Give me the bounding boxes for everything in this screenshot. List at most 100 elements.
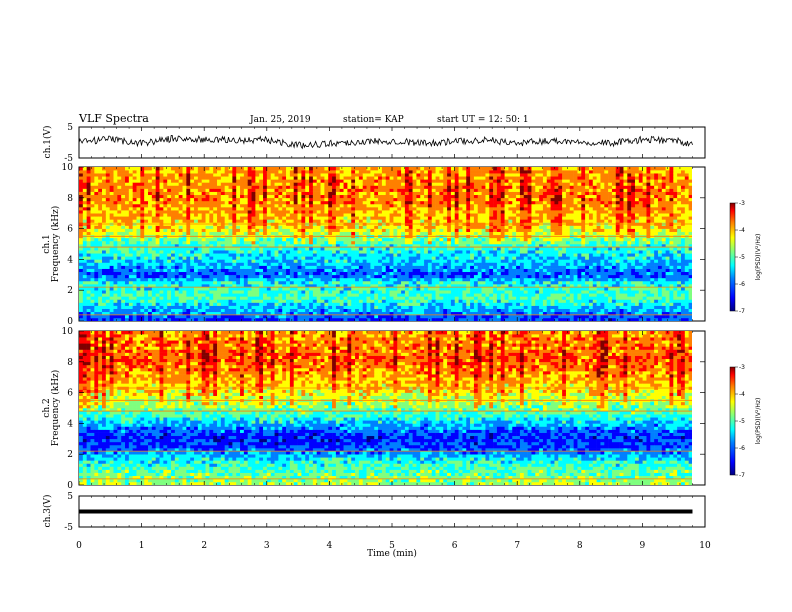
spectrogram-cell [381,265,387,269]
spectrogram-cell [420,182,425,186]
spectrogram-cell [454,197,459,202]
spectrogram-cell [270,268,275,273]
spectrogram-cell [251,225,256,229]
spectrogram-cell [424,284,429,288]
spectrogram-cell [282,302,287,306]
spectrogram-cell [79,247,84,251]
spectrogram-cell [190,314,195,319]
spectrogram-cell [347,256,352,260]
spectrogram-cell [393,185,398,189]
spectrogram-cell [385,182,390,186]
spectrogram-cell [389,191,394,196]
spectrogram-cell [389,225,394,229]
spectrogram-cell [301,228,306,232]
spectrogram-cell [286,305,291,309]
spectrogram-cell [297,197,302,202]
spectrogram-cell [228,173,233,177]
spectrogram-cell [197,176,202,180]
spectrogram-cell [194,293,199,297]
spectrogram-cell [128,256,133,260]
spectrogram-cell [163,287,168,291]
spectrogram-cell [243,216,248,220]
spectrogram-cell [397,253,402,257]
spectrogram-cell [397,311,402,316]
spectrogram-cell [98,191,103,196]
spectrogram-cell [259,262,264,266]
spectrogram-cell [362,188,367,192]
spectrogram-cell [178,305,183,309]
spectrogram-cell [90,228,95,232]
spectrogram-cell [450,311,456,316]
spectrogram-cell [132,216,137,220]
spectrogram-cell [393,293,398,297]
spectrogram-cell [435,314,440,319]
spectrogram-cell [144,314,149,319]
spectrogram-cell [454,176,459,180]
spectrogram-cell [90,200,95,205]
spectrogram-cell [79,244,84,248]
spectrogram-cell [282,296,287,300]
spectrogram-cell [186,231,191,236]
spectrogram-cell [408,225,413,229]
spectrogram-cell [343,259,348,263]
spectrogram-cell [94,250,99,254]
spectrogram-cell [82,191,87,196]
spectrogram-cell [389,259,394,263]
spectrogram-cell [220,250,225,254]
spectrogram-cell [328,296,333,300]
spectrogram-cell [94,213,99,217]
spectrogram-cell [190,182,195,186]
spectrogram-cell [332,317,337,321]
spectrogram-cell [335,268,341,273]
spectrogram-cell [167,284,172,288]
spectrogram-cell [355,179,360,183]
spectrogram-cell [90,231,95,236]
spectrogram-cell [420,259,425,263]
spectrogram-cell [220,188,225,192]
spectrogram-cell [427,213,433,217]
spectrogram-cell [255,262,260,266]
spectrogram-cell [171,170,176,174]
spectrogram-cell [435,231,440,236]
spectrogram-cell [378,167,383,171]
spectrogram-cell [454,271,459,276]
spectrogram-cell [351,277,356,282]
spectrogram-cell [167,179,172,183]
spectrogram-cell [412,203,417,208]
spectrogram-cell [270,311,275,316]
spectrogram-cell [370,280,375,285]
spectrogram-cell [332,299,337,303]
spectrogram-cell [125,277,130,282]
spectrogram-cell [113,293,118,297]
spectrogram-cell [151,262,156,266]
spectrogram-cell [178,299,183,303]
spectrogram-cell [159,268,164,273]
spectrogram-cell [251,256,256,260]
spectrogram-cell [278,185,283,189]
spectrogram-cell [274,203,279,208]
spectrogram-cell [378,216,383,220]
spectrogram-cell [194,197,199,202]
spectrogram-cell [121,280,126,285]
spectrogram-cell [301,259,306,263]
spectrogram-cell [220,253,225,257]
spectrogram-cell [324,203,329,208]
spectrogram-cell [427,299,433,303]
spectrogram-cell [197,185,202,189]
spectrogram-cell [228,213,233,217]
spectrogram-cell [335,296,341,300]
spectrogram-cell [420,305,425,309]
spectrogram-cell [79,240,84,245]
spectrogram-cell [447,250,452,254]
spectrogram-cell [90,302,95,306]
spectrogram-cell [140,250,145,254]
spectrogram-cell [240,179,245,183]
spectrogram-cell [163,293,168,297]
spectrogram-cell [113,197,118,202]
spectrogram-cell [201,287,206,291]
spectrogram-cell [82,268,87,273]
spectrogram-cell [443,262,448,266]
spectrogram-cell [159,213,164,217]
spectrogram-cell [263,179,268,183]
spectrogram-cell [121,210,126,214]
